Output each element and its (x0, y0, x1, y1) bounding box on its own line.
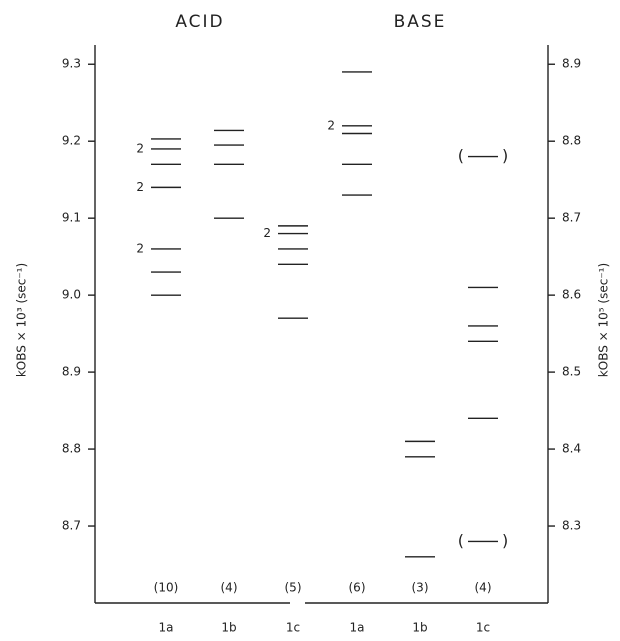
y-tick-label: 9.2 (62, 134, 81, 148)
y2-tick-label: 8.9 (562, 57, 581, 71)
multiplicity-label: 2 (263, 226, 271, 240)
multiplicity-label: 2 (327, 118, 335, 132)
y-tick-label: 8.8 (62, 442, 81, 456)
y-tick-label: 9.1 (62, 211, 81, 225)
y-tick-label: 9.0 (62, 288, 81, 302)
count-label: (4) (221, 581, 238, 595)
panel-title: BASE (394, 12, 447, 32)
category-label: 1b (221, 621, 236, 635)
category-label: 1c (476, 621, 490, 635)
count-label: (6) (349, 581, 366, 595)
multiplicity-label: 2 (136, 241, 144, 255)
category-label: 1a (159, 621, 174, 635)
y-axis-label: kOBS × 10³ (sec⁻¹) (15, 263, 29, 377)
y2-axis-label: kOBS × 10⁵ (sec⁻¹) (597, 263, 611, 377)
y2-tick-label: 8.5 (562, 365, 581, 379)
y2-tick-label: 8.7 (562, 211, 581, 225)
category-label: 1b (412, 621, 427, 635)
y-tick-label: 9.3 (62, 57, 81, 71)
count-label: (5) (285, 581, 302, 595)
count-label: (4) (475, 581, 492, 595)
category-label: 1c (286, 621, 300, 635)
y2-tick-label: 8.4 (562, 442, 581, 456)
bracket: ( (458, 146, 464, 165)
multiplicity-label: 2 (136, 141, 144, 155)
bracket: ) (502, 531, 508, 550)
y-tick-label: 8.7 (62, 519, 81, 533)
category-label: 1a (350, 621, 365, 635)
count-label: (3) (412, 581, 429, 595)
y2-tick-label: 8.6 (562, 288, 581, 302)
panel-title: ACID (175, 12, 224, 32)
count-label: (10) (154, 581, 179, 595)
bracket: ) (502, 146, 508, 165)
y2-tick-label: 8.3 (562, 519, 581, 533)
y2-tick-label: 8.8 (562, 134, 581, 148)
multiplicity-label: 2 (136, 180, 144, 194)
bracket: ( (458, 531, 464, 550)
y-tick-label: 8.9 (62, 365, 81, 379)
